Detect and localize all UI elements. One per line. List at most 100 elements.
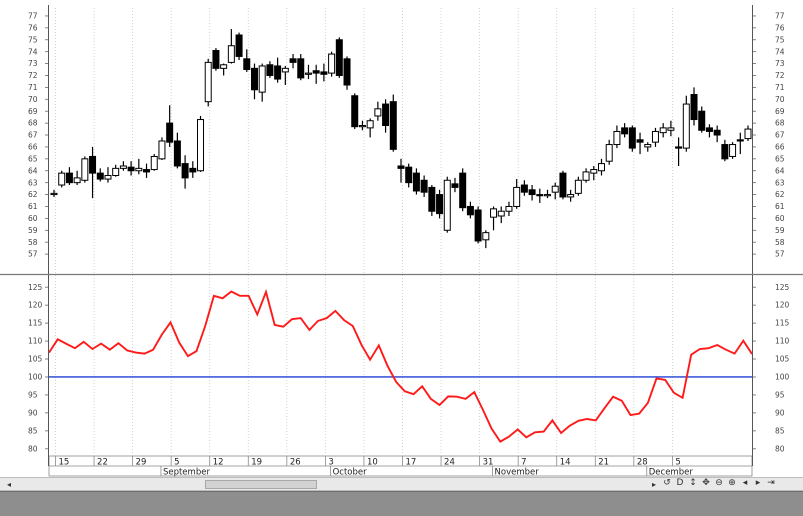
zoom-in-icon[interactable]: ⊕ — [728, 478, 736, 488]
price-tick-label: 68 — [775, 119, 785, 128]
candle-body-down — [736, 139, 744, 142]
candle — [497, 206, 505, 224]
candle — [698, 106, 706, 133]
candle-body-down — [705, 127, 713, 132]
candle — [73, 170, 81, 186]
candle — [482, 230, 490, 249]
date-tick-label: 3 — [328, 458, 333, 468]
candle — [528, 185, 536, 201]
candle-body-up — [112, 167, 120, 177]
candle — [436, 189, 444, 219]
date-tick-label: 22 — [97, 458, 108, 468]
candle — [89, 146, 97, 199]
horizontal-scrollbar[interactable]: ◂ ▸ — [0, 477, 803, 491]
osc-tick-label: 90 — [775, 408, 785, 417]
candle — [574, 176, 582, 196]
date-tick-label: 29 — [136, 458, 147, 468]
candle-body-down — [405, 166, 413, 184]
price-tick-label: 77 — [775, 12, 785, 21]
candle — [343, 56, 351, 90]
candle — [212, 48, 220, 71]
scroll-left-button[interactable]: ◂ — [6, 480, 11, 489]
scroll-thumb[interactable] — [205, 480, 317, 489]
candle — [96, 168, 104, 182]
candle — [713, 125, 721, 143]
candle-body-down — [412, 172, 420, 192]
candle — [150, 154, 158, 171]
candle-body-up — [58, 172, 66, 186]
scroll-end-icon[interactable]: ⇥ — [767, 478, 775, 488]
candle-body-down — [189, 167, 197, 173]
candle — [304, 64, 312, 80]
candle-body-up — [574, 179, 582, 194]
zoom-out-icon[interactable]: ⊖ — [715, 478, 723, 488]
candle-body-down — [420, 179, 428, 193]
candle-body-up — [651, 130, 659, 143]
candle-body-down — [459, 172, 467, 209]
candle — [405, 163, 413, 188]
candle — [490, 206, 498, 231]
candle — [312, 64, 320, 84]
candle-body-down — [397, 165, 405, 169]
price-tick-label: 65 — [775, 154, 785, 163]
candle-body-down — [212, 49, 220, 69]
candle — [675, 137, 683, 166]
candle-body-up — [582, 171, 590, 181]
candle-body-down — [474, 209, 482, 242]
d-icon[interactable]: D — [676, 478, 684, 488]
candle-body-down — [713, 129, 721, 136]
candle — [744, 125, 752, 141]
date-tick-label: 21 — [598, 458, 609, 468]
candle-body-down — [250, 67, 258, 91]
candle — [181, 155, 189, 189]
candle — [636, 132, 644, 155]
candle-body-up — [544, 194, 552, 197]
candle-body-up — [513, 186, 521, 207]
move-icon[interactable]: ✥ — [702, 478, 710, 488]
candle — [289, 54, 297, 69]
candle — [559, 170, 567, 200]
candle-body-down — [428, 186, 436, 212]
candle — [721, 139, 729, 162]
candle-body-down — [65, 172, 73, 184]
scroll-right-button[interactable]: ▸ — [651, 480, 656, 489]
candle — [81, 156, 89, 183]
candle — [320, 63, 328, 82]
chart-toolbar: ↺ D ↕ ✥ ⊖ ⊕ ◂ ▸ ⇥ — [662, 478, 776, 490]
candle-body-up — [304, 72, 312, 75]
candle-body-up — [597, 163, 605, 172]
candle-body-down — [166, 122, 174, 143]
osc-tick-label: 90 — [28, 408, 38, 417]
vertical-arrows-icon[interactable]: ↕ — [689, 478, 697, 488]
candle — [474, 206, 482, 244]
scroll-back-icon[interactable]: ◂ — [742, 478, 748, 488]
candle-body-down — [243, 58, 251, 71]
date-tick-label: 10 — [367, 458, 378, 468]
osc-tick-label: 115 — [28, 319, 43, 328]
price-tick-label: 60 — [28, 214, 38, 223]
price-tick-label: 73 — [28, 59, 38, 68]
candlestick-series — [50, 29, 752, 249]
candle-body-up — [50, 192, 58, 196]
price-tick-label: 65 — [28, 154, 38, 163]
price-tick-label: 68 — [28, 119, 38, 128]
scroll-forward-icon[interactable]: ▸ — [755, 478, 761, 488]
price-tick-label: 61 — [775, 202, 785, 211]
candle — [544, 189, 552, 199]
candle — [266, 61, 274, 78]
candle-body-up — [443, 179, 451, 231]
candle-body-up — [227, 45, 235, 63]
candle — [374, 101, 382, 121]
candle — [58, 170, 66, 188]
scroll-track[interactable] — [18, 480, 648, 489]
osc-tick-label: 85 — [28, 426, 38, 435]
refresh-icon[interactable]: ↺ — [663, 478, 671, 488]
candle-body-up — [613, 130, 621, 146]
candle — [158, 137, 166, 161]
candle — [65, 167, 73, 186]
price-tick-label: 61 — [28, 202, 38, 211]
candle-body-down — [266, 64, 274, 76]
candle-body-up — [158, 140, 166, 160]
price-tick-label: 76 — [28, 23, 38, 32]
